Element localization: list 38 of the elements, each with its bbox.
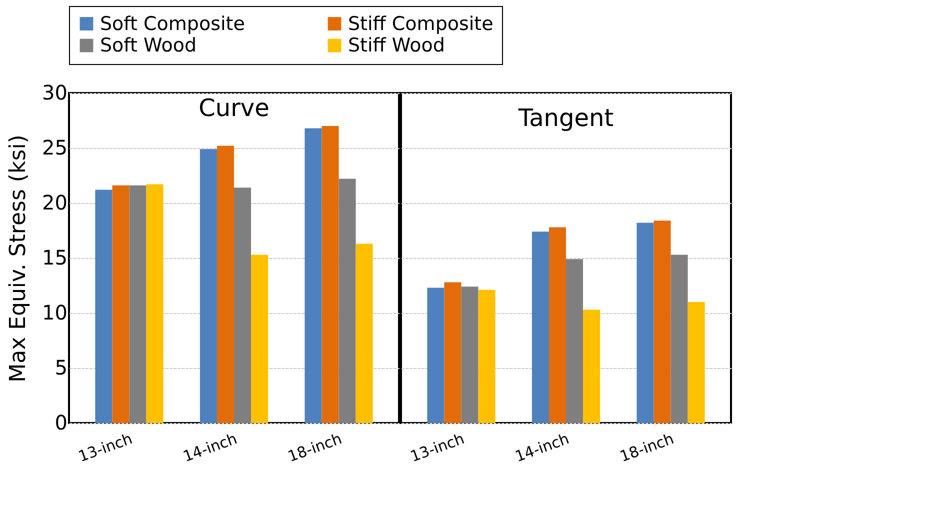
bar [322, 126, 339, 423]
bar [636, 222, 654, 423]
bar [583, 310, 600, 423]
bar [548, 227, 566, 423]
legend-label: Soft Composite [100, 12, 245, 35]
bar [427, 288, 444, 423]
y-tick-label: 25 [42, 136, 68, 160]
bar [532, 232, 549, 423]
bar [670, 254, 688, 423]
bar [129, 185, 146, 423]
bar [200, 149, 217, 423]
legend-label: Stiff Composite [348, 12, 494, 35]
bar [461, 286, 478, 423]
bar [338, 178, 356, 423]
chart-title: Curve [198, 94, 270, 122]
y-tick-label: 10 [42, 300, 68, 324]
y-tick-label: 15 [42, 246, 68, 270]
bar [478, 290, 496, 423]
y-tick-label: 30 [42, 80, 68, 104]
bar [444, 282, 462, 423]
bar [304, 128, 322, 423]
y-tick-label: 20 [42, 190, 68, 214]
y-axis-title: Max Equiv. Stress (ksi) [6, 134, 32, 382]
bar [251, 254, 268, 423]
bar [566, 259, 584, 423]
bar [356, 244, 373, 423]
y-tick-label: 5 [54, 356, 68, 380]
text: Tangent [517, 104, 614, 132]
bar [146, 184, 164, 423]
legend-label: Stiff Wood [348, 34, 445, 56]
legend-label: Soft Wood [100, 34, 197, 56]
y-tick-label: 0 [54, 410, 68, 434]
bar [688, 302, 705, 423]
bar [234, 188, 252, 423]
bar [216, 146, 234, 423]
bar [95, 190, 112, 423]
bar [654, 220, 671, 423]
bar [112, 185, 130, 423]
